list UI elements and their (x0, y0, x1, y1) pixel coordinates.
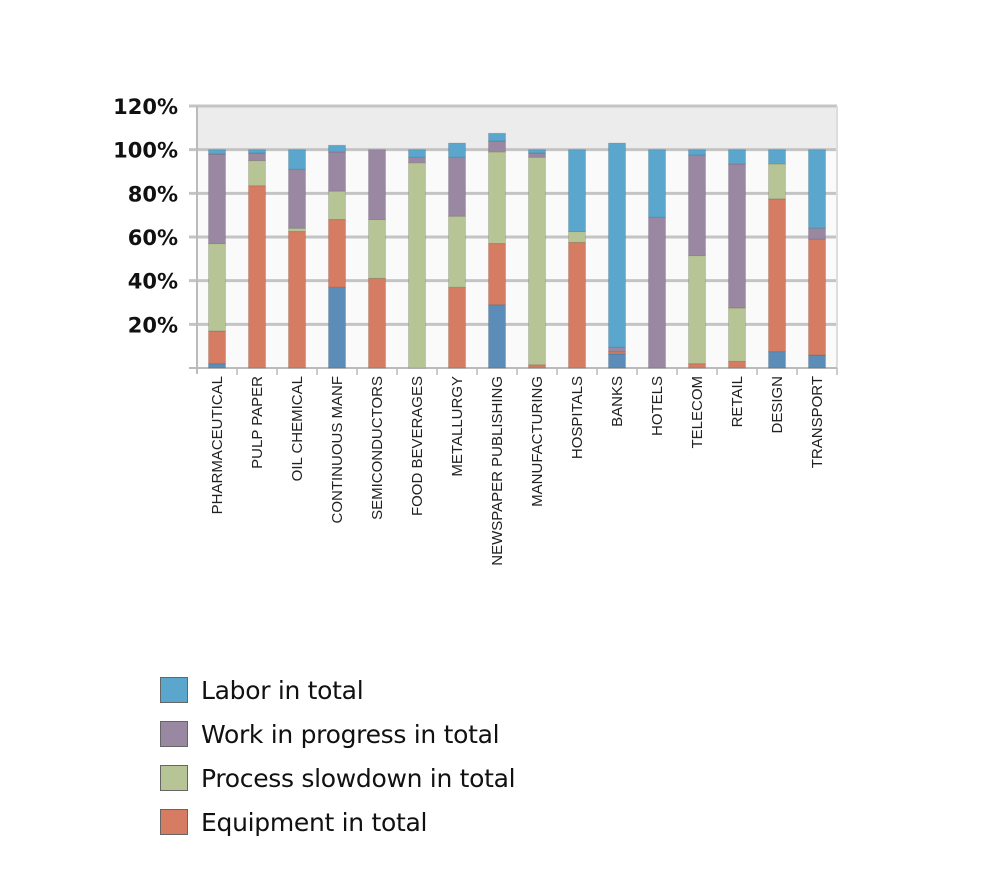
bar-segment (368, 277, 386, 369)
bar-segment (568, 241, 586, 369)
bar-segment (328, 219, 346, 288)
bar-segment (608, 142, 626, 348)
bar-segment (368, 219, 386, 279)
bar-segment (728, 307, 746, 362)
bar-segment (648, 216, 666, 369)
bar-segment (408, 156, 426, 164)
bar-segment (568, 231, 586, 243)
bar-segment (328, 190, 346, 221)
bar-segment (688, 363, 706, 369)
legend-swatch (160, 765, 188, 791)
legend-item: Labor in total (160, 668, 515, 712)
x-tick-label: FOOD BEVERAGES (409, 376, 426, 516)
x-tick-label: SEMICONDUCTORS (369, 376, 386, 520)
x-tick-label: METALLURGY (449, 376, 466, 477)
x-tick-label: RETAIL (729, 376, 746, 427)
y-tick-label: 60% (128, 226, 178, 250)
bars (208, 132, 826, 369)
bar-segment (808, 227, 826, 240)
x-tick-label: NEWSPAPER PUBLISHING (489, 376, 506, 566)
bar-segment (608, 353, 626, 369)
x-tick-label: PHARMACEUTICAL (209, 376, 226, 514)
bar-segment (208, 363, 226, 369)
bar-segment (328, 286, 346, 369)
x-axis: PHARMACEUTICAL PULP PAPER OIL CHEMICAL CONT… (209, 368, 838, 566)
bar-segment (208, 149, 226, 155)
bar-segment (688, 149, 706, 156)
x-tick-label: OIL CHEMICAL (289, 376, 306, 481)
bar-segment (488, 243, 506, 306)
bar-segment (808, 149, 826, 229)
bar-segment (488, 132, 506, 142)
y-axis: 20% 40% 60% 80% 100% 120% (113, 95, 178, 337)
legend-swatch (160, 677, 188, 703)
legend-swatch (160, 721, 188, 747)
bar-segment (208, 330, 226, 365)
bar-segment (528, 149, 546, 154)
bar-segment (408, 162, 426, 369)
legend-label: Labor in total (201, 675, 364, 705)
bar-segment (688, 154, 706, 257)
bar-segment (608, 346, 626, 353)
bar-segment (328, 151, 346, 192)
y-tick-label: 120% (113, 95, 178, 119)
legend: Labor in total Work in progress in total P… (160, 668, 516, 844)
bar-segment (248, 185, 266, 369)
bar-segment (448, 215, 466, 288)
x-tick-label: BANKS (609, 376, 626, 427)
bar-segment (448, 286, 466, 369)
bar-segment (528, 156, 546, 366)
bar-segment (248, 152, 266, 162)
legend-item: Process slowdown in total (160, 756, 516, 800)
x-tick-label: TELECOM (689, 376, 706, 449)
bar-segment (288, 149, 306, 170)
x-tick-label: TRANSPORT (809, 376, 826, 468)
plot-top-band (197, 106, 837, 150)
bar-segment (568, 149, 586, 233)
legend-label: Equipment in total (201, 807, 428, 837)
bar-segment (768, 149, 786, 165)
x-tick-label: HOTELS (649, 376, 666, 436)
bar-segment (728, 163, 746, 309)
x-tick-label: PULP PAPER (249, 376, 266, 469)
bar-segment (768, 163, 786, 200)
bar-segment (288, 231, 306, 369)
bar-segment (808, 354, 826, 369)
bar-segment (448, 156, 466, 217)
bar-segment (728, 149, 746, 165)
x-tick-label: CONTINUOUS MANF (329, 376, 346, 524)
bar-segment (248, 149, 266, 154)
bar-segment (288, 168, 306, 229)
bar-segment (488, 151, 506, 245)
bar-segment (808, 238, 826, 356)
stacked-bar-chart: 20% 40% 60% 80% 100% 120% PHARMACEUTICAL PULP … (113, 95, 838, 566)
bar-segment (488, 140, 506, 153)
legend-label: Process slowdown in total (201, 763, 516, 793)
bar-segment (768, 198, 786, 353)
bar-segment (488, 304, 506, 369)
legend-swatch (160, 809, 188, 835)
bar-segment (208, 243, 226, 332)
bar-segment (328, 144, 346, 153)
bar-segment (248, 160, 266, 187)
bar-segment (208, 153, 226, 245)
bar-segment (448, 142, 466, 158)
y-tick-label: 80% (128, 182, 178, 206)
legend-label: Work in progress in total (201, 719, 500, 749)
bar-segment (768, 351, 786, 369)
bar-segment (528, 152, 546, 158)
y-tick-label: 100% (113, 139, 178, 163)
bar-segment (368, 149, 386, 221)
x-tick-label: HOSPITALS (569, 376, 586, 459)
x-tick-label: DESIGN (769, 376, 786, 434)
bar-segment (408, 149, 426, 158)
legend-item: Work in progress in total (160, 712, 515, 756)
y-tick-label: 40% (128, 270, 178, 294)
bar-segment (728, 360, 746, 369)
y-tick-label: 20% (128, 313, 178, 337)
x-tick-label: MANUFACTURING (529, 376, 546, 507)
bar-segment (648, 149, 666, 218)
legend-item: Equipment in total (160, 800, 515, 844)
bar-segment (688, 255, 706, 365)
